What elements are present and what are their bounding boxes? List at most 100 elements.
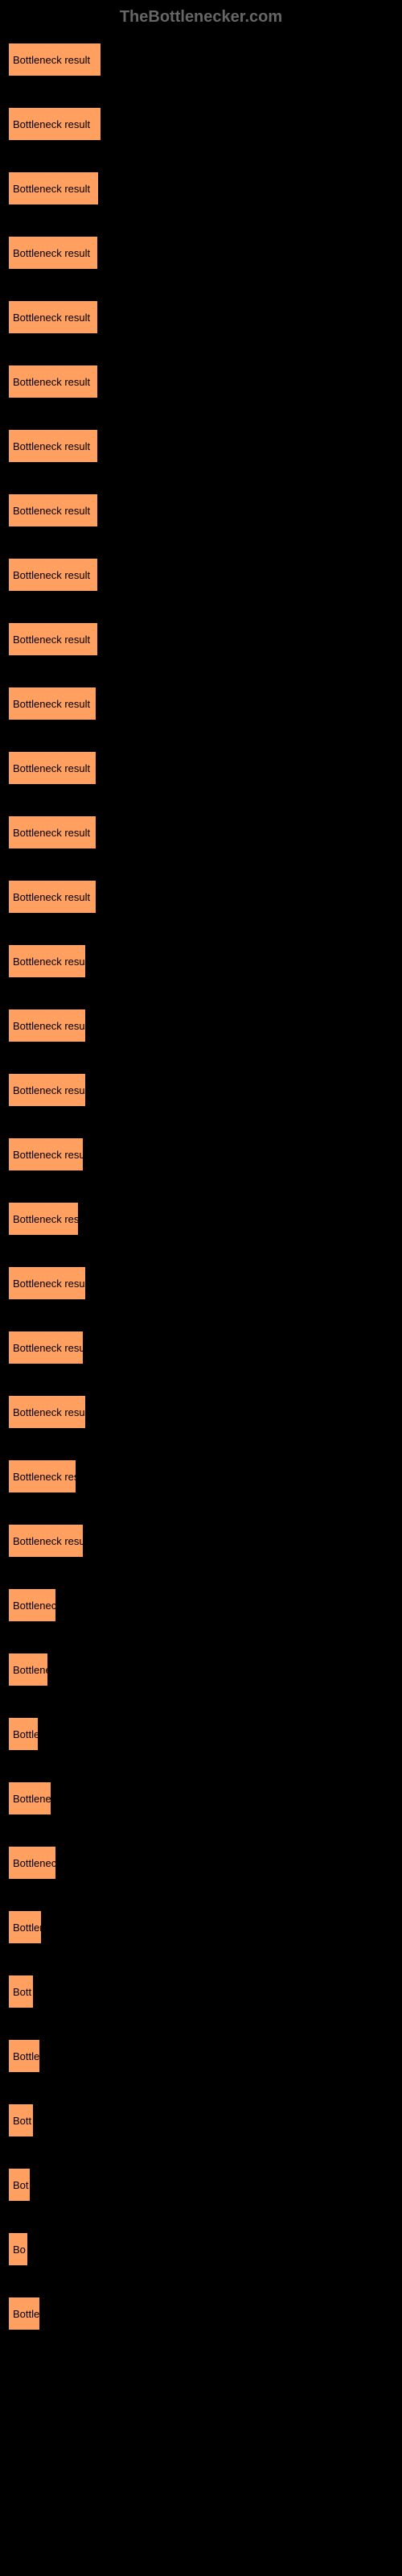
bar-label: Bottleneck result — [13, 54, 90, 66]
watermark-text: TheBottlenecker.com — [8, 8, 394, 27]
bar-label: Bottleneck result — [13, 376, 90, 388]
bar-row: Bottleneck res — [8, 1202, 394, 1236]
bar-row: Bottleneck result — [8, 429, 394, 463]
bar-row: Bottleneck result — [8, 300, 394, 334]
bar-row: Bottleneck result — [8, 815, 394, 849]
bar-row: Bottle — [8, 1717, 394, 1751]
bar: Bottleneck result — [8, 1073, 86, 1107]
bar-row: Bottleneck result — [8, 1009, 394, 1042]
bar-label: Bottlene — [13, 1793, 51, 1805]
bar-label: Bottleneck result — [13, 762, 90, 774]
bar: Bottleneck res — [8, 1459, 76, 1493]
bar-label: Bottle — [13, 1728, 39, 1740]
bar-row: Bottleneck result — [8, 1395, 394, 1429]
bar: Bottleneck result — [8, 1266, 86, 1300]
bar-label: Bottleneck — [13, 1600, 56, 1612]
bar-label: Bottleneck res — [13, 1471, 76, 1483]
bar-row: Bottleneck result — [8, 751, 394, 785]
bar: Bot — [8, 2168, 31, 2202]
bar-row: Bottleneck result — [8, 493, 394, 527]
bar: Bottleneck result — [8, 1137, 84, 1171]
bar-row: Bottleneck result — [8, 558, 394, 592]
bar: Bottler — [8, 1910, 42, 1944]
bar-row: Bottleneck result — [8, 365, 394, 398]
bar-row: Bottler — [8, 1910, 394, 1944]
bar-label: Bott — [13, 2115, 31, 2127]
bar-row: Bottleneck result — [8, 236, 394, 270]
bar-label: Bottleneck result — [13, 1020, 86, 1032]
bar-row: Bottleneck result — [8, 1266, 394, 1300]
bar: Bottleneck result — [8, 687, 96, 720]
bar-label: Bottleneck res — [13, 1213, 79, 1225]
bar: Bottleneck result — [8, 43, 101, 76]
bar-label: Bottleneck result — [13, 440, 90, 452]
bar-label: Bottleneck result — [13, 827, 90, 839]
bar-label: Bo — [13, 2244, 26, 2256]
bar: Bottleneck result — [8, 300, 98, 334]
bar-row: Bottleneck result — [8, 622, 394, 656]
bar: Bottleneck result — [8, 1395, 86, 1429]
bar: Bottleneck result — [8, 171, 99, 205]
bar: Bottleneck result — [8, 107, 101, 141]
bar-label: Bottleneck result — [13, 505, 90, 517]
bar-label: Bottleneck result — [13, 634, 90, 646]
bar: Bottleneck result — [8, 1524, 84, 1558]
bar-row: Bott — [8, 2103, 394, 2137]
bar: Bottleneck result — [8, 1331, 84, 1364]
bar-label: Bottle — [13, 2050, 39, 2062]
bar-label: Bottleneck result — [13, 183, 90, 195]
bar-row: Bottleneck result — [8, 944, 394, 978]
bar-label: Bottleneck — [13, 1857, 56, 1869]
bar-label: Bottleneck result — [13, 1278, 86, 1290]
bar: Bottleneck result — [8, 236, 98, 270]
bar-label: Bottler — [13, 1922, 42, 1934]
bar: Bottle — [8, 2297, 40, 2330]
bar: Bottleneck result — [8, 880, 96, 914]
bar-label: Bottleneck result — [13, 956, 86, 968]
bar-label: Bottleneck result — [13, 698, 90, 710]
bar-label: Bottleneck result — [13, 247, 90, 259]
bar-label: Bottleneck result — [13, 1406, 86, 1418]
bar-row: Bottle — [8, 2039, 394, 2073]
bar: Bottleneck result — [8, 365, 98, 398]
bar-row: Bottleneck result — [8, 107, 394, 141]
bar: Bottleneck result — [8, 815, 96, 849]
bar-row: Bott — [8, 1975, 394, 2008]
bar-row: Bottleneck result — [8, 880, 394, 914]
bar-label: Bottlener — [13, 1664, 48, 1676]
bar-label: Bottleneck result — [13, 1084, 86, 1096]
bar-label: Bottle — [13, 2308, 39, 2320]
bar-row: Bo — [8, 2232, 394, 2266]
bar-row: Bottleneck result — [8, 687, 394, 720]
bar-chart: Bottleneck result Bottleneck result Bottle… — [8, 43, 394, 2330]
bar: Bottleneck result — [8, 558, 98, 592]
bar-row: Bottleneck result — [8, 1073, 394, 1107]
bar-row: Bottlene — [8, 1781, 394, 1815]
bar-label: Bottleneck result — [13, 118, 90, 130]
bar: Bottleneck — [8, 1588, 56, 1622]
bar: Bottleneck result — [8, 493, 98, 527]
bar-row: Bottleneck result — [8, 1331, 394, 1364]
bar-label: Bottleneck result — [13, 569, 90, 581]
bar: Bottleneck result — [8, 751, 96, 785]
bar-row: Bottleneck — [8, 1588, 394, 1622]
bar: Bottlene — [8, 1781, 51, 1815]
bar-label: Bott — [13, 1986, 31, 1998]
bar-row: Bottleneck result — [8, 1137, 394, 1171]
bar-label: Bottleneck result — [13, 1342, 84, 1354]
bar-row: Bottleneck result — [8, 43, 394, 76]
bar: Bottle — [8, 2039, 40, 2073]
bar-row: Bottlener — [8, 1653, 394, 1686]
bar-label: Bottleneck result — [13, 1535, 84, 1547]
bar-row: Bottleneck result — [8, 1524, 394, 1558]
bar-label: Bot — [13, 2179, 29, 2191]
bar-row: Bottleneck — [8, 1846, 394, 1880]
bar: Bottleneck result — [8, 622, 98, 656]
bar: Bott — [8, 1975, 34, 2008]
bar-label: Bottleneck result — [13, 891, 90, 903]
bar: Bo — [8, 2232, 28, 2266]
bar: Bott — [8, 2103, 34, 2137]
bar: Bottleneck — [8, 1846, 56, 1880]
bar-label: Bottleneck result — [13, 312, 90, 324]
bar: Bottleneck result — [8, 429, 98, 463]
